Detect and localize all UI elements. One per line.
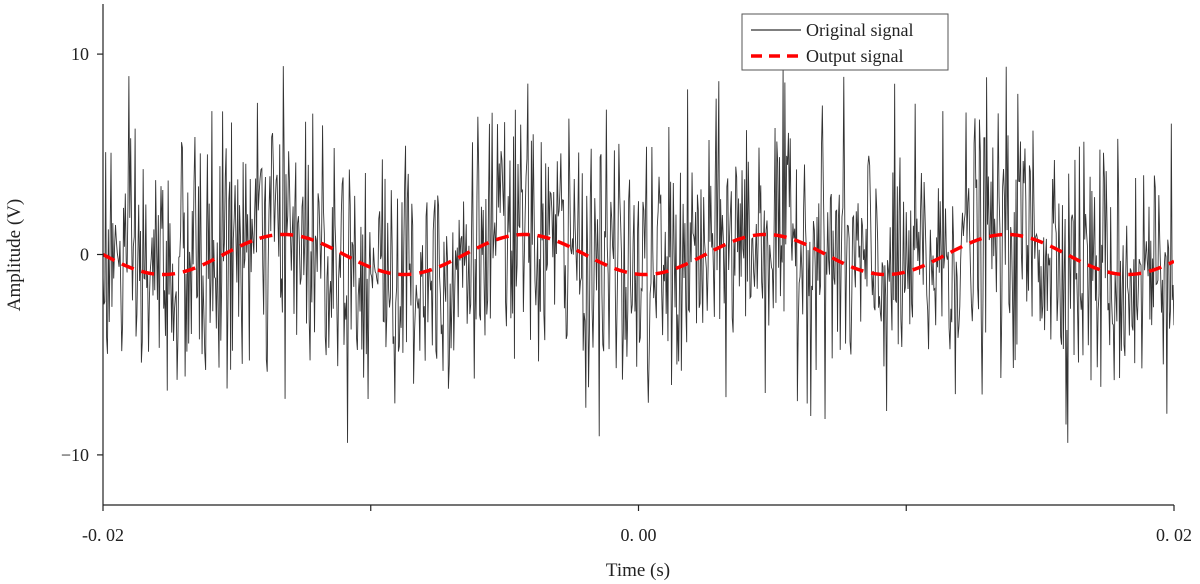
- x-axis-title: Time (s): [606, 560, 670, 581]
- x-tick-label: -0. 02: [82, 525, 124, 545]
- y-tick-label: −10: [61, 445, 89, 465]
- output-signal-line: [103, 232, 1174, 277]
- x-tick-label: 0. 02: [1156, 525, 1192, 545]
- original-signal-line: [103, 66, 1174, 443]
- series-layer: [103, 66, 1174, 443]
- legend-label-original: Original signal: [806, 20, 913, 40]
- x-tick-label: 0. 00: [621, 525, 657, 545]
- y-tick-label: 10: [71, 44, 89, 64]
- legend: Original signal Output signal: [741, 13, 949, 71]
- ticks-layer: -0. 02 0. 00 0. 02 −10 0 10: [61, 44, 1192, 545]
- legend-label-output: Output signal: [806, 46, 904, 66]
- y-tick-label: 0: [80, 245, 89, 265]
- y-axis-title: Amplitude (V): [4, 199, 25, 311]
- legend-box: [741, 13, 949, 71]
